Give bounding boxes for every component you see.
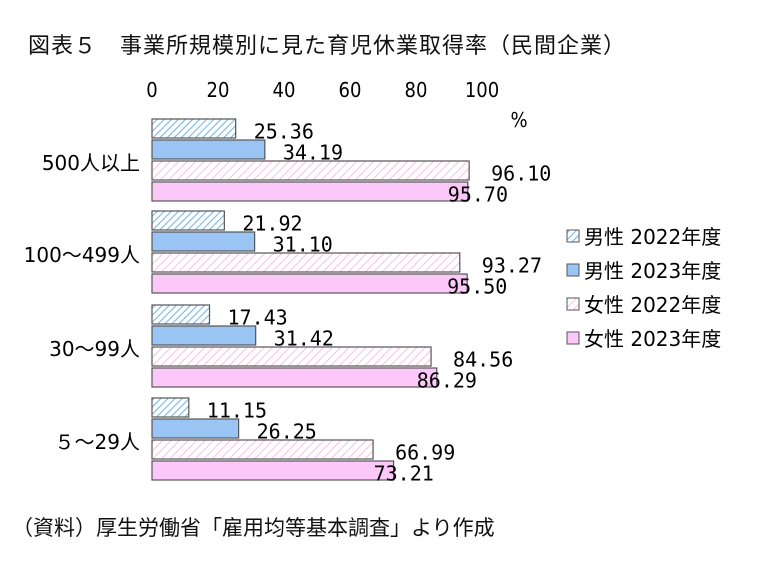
bar [151, 273, 468, 294]
legend-entry: 女性 2022年度 [584, 293, 721, 317]
x-tick-label: 0 [146, 78, 157, 102]
legend-swatch [566, 229, 580, 243]
legend-entry: 男性 2023年度 [584, 259, 721, 283]
bar [151, 252, 461, 273]
bar [151, 418, 240, 439]
data-label: 95.50 [447, 275, 507, 299]
legend-swatch [566, 331, 580, 345]
data-label: 86.29 [417, 369, 477, 393]
bar [151, 139, 266, 160]
bar-chart: 0 20 40 60 80 100%500人以上25.3634.1996.1095.701… [24, 78, 722, 486]
bar [151, 367, 438, 388]
bar [151, 118, 237, 139]
x-tick-label: 60 [339, 78, 362, 102]
chart-title: 図表５ 事業所規模別に見た育児休業取得率（民間企業） [28, 34, 627, 59]
category-label: 100～499人 [24, 243, 140, 267]
bar [151, 439, 374, 460]
legend-entry: 男性 2022年度 [584, 225, 721, 249]
data-label: 73.21 [374, 462, 434, 486]
legend-entry: 女性 2023年度 [584, 327, 721, 351]
bar [151, 460, 395, 481]
data-label: 93.27 [482, 254, 542, 278]
x-tick-label: 20 [207, 78, 230, 102]
x-tick-label: 100 [465, 78, 499, 102]
unit-label: % [510, 108, 527, 132]
category-label: 500人以上 [42, 151, 140, 175]
bar [151, 210, 225, 231]
data-label: 84.56 [453, 348, 513, 372]
category-label: 30～99人 [49, 337, 140, 361]
bar [151, 346, 432, 367]
x-tick-label: 40 [273, 78, 296, 102]
x-tick-label: 80 [405, 78, 428, 102]
bar [151, 181, 469, 202]
bar [151, 397, 190, 418]
legend-swatch [566, 263, 580, 277]
bar [151, 160, 470, 181]
data-label: 96.10 [491, 162, 551, 186]
source-note: （資料）厚生労働省「雇用均等基本調査」より作成 [12, 516, 495, 540]
bar [151, 304, 211, 325]
category-label: ５～29人 [55, 430, 140, 454]
bar [151, 231, 256, 252]
bar [151, 325, 257, 346]
legend-swatch [566, 297, 580, 311]
data-label: 66.99 [395, 441, 455, 465]
data-label: 95.70 [448, 183, 508, 207]
